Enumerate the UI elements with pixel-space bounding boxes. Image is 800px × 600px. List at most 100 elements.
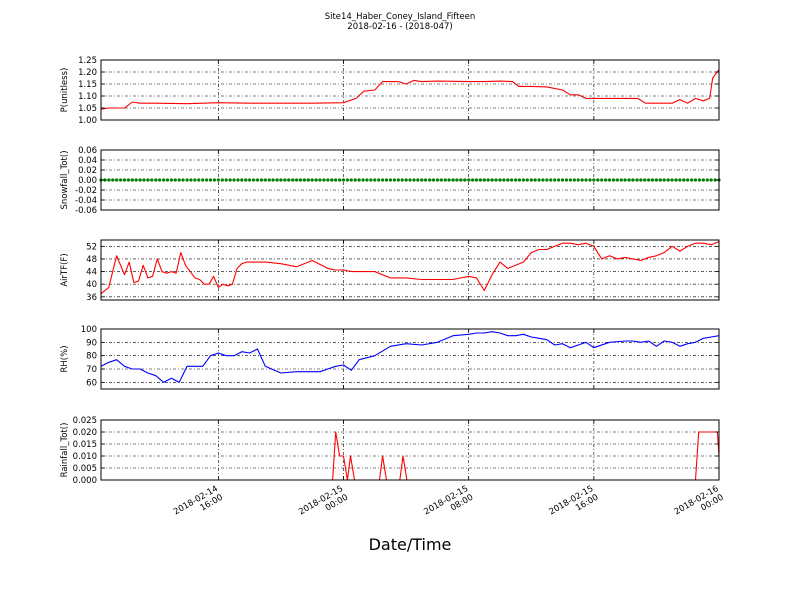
data-point (510, 178, 514, 182)
data-point (459, 178, 463, 182)
x-axis-label: Date/Time (369, 535, 452, 554)
data-point (165, 178, 170, 182)
data-point (396, 178, 400, 182)
data-point (322, 178, 326, 182)
y-tick-label: 0.04 (78, 156, 97, 166)
y-tick-label: 0.025 (73, 416, 97, 426)
data-point (341, 178, 346, 182)
data-point (318, 178, 322, 182)
y-axis-label: Rainfall_Tot() (60, 423, 70, 478)
panel-1: -0.06-0.04-0.020.000.020.040.06 Snowfall_… (60, 146, 721, 216)
plot-frame (100, 419, 720, 481)
data-point (142, 178, 146, 182)
data-point (420, 178, 424, 182)
data-point (604, 178, 608, 182)
y-tick-label: 44 (86, 268, 97, 278)
data-point (697, 178, 702, 182)
y-tick-label: 80 (86, 352, 97, 362)
data-point (388, 178, 392, 182)
data-point (478, 178, 482, 182)
data-point (682, 178, 686, 182)
data-point (400, 178, 404, 182)
data-point (541, 178, 545, 182)
data-point (306, 178, 310, 182)
data-point (150, 178, 154, 182)
data-point (693, 178, 698, 182)
y-axis-label: P(unitless) (60, 68, 70, 113)
data-point (177, 178, 181, 182)
y-tick-label: 1.00 (78, 116, 97, 126)
y-ticks: 60 70 80 90 100 (81, 325, 719, 388)
data-point (365, 178, 369, 182)
data-point (271, 178, 275, 182)
x-tick-label: 2018-02-1500:00 (297, 484, 350, 526)
data-point (580, 178, 584, 182)
data-point (267, 178, 271, 182)
data-point (619, 178, 623, 182)
data-point (310, 178, 314, 182)
data-point (115, 178, 119, 182)
data-point (162, 178, 166, 182)
data-point (119, 178, 123, 182)
data-point (146, 178, 150, 182)
data-point (568, 178, 573, 182)
data-point (154, 178, 158, 182)
data-point (228, 178, 232, 182)
data-point (357, 178, 361, 182)
data-point (662, 178, 666, 182)
series-line (101, 431, 720, 481)
data-point (588, 178, 592, 182)
panel-0: 1.00 1.05 1.10 1.15 1.20 1.25 P(unitless) (60, 56, 720, 126)
data-point (627, 178, 631, 182)
y-ticks: 36 40 44 48 52 (86, 242, 719, 303)
series-line (100, 69, 720, 110)
data-point (130, 178, 134, 182)
data-point (240, 178, 244, 182)
data-point (287, 178, 291, 182)
data-point (381, 178, 385, 182)
data-point (584, 178, 588, 182)
data-point (607, 178, 612, 182)
data-point (443, 178, 447, 182)
data-point (220, 178, 224, 182)
y-tick-label: 0.06 (78, 146, 97, 156)
series-line (100, 331, 720, 383)
y-tick-label: 40 (86, 280, 97, 290)
data-point (678, 178, 682, 182)
data-point (259, 178, 263, 182)
data-point (408, 178, 412, 182)
data-point (600, 178, 604, 182)
data-point (185, 178, 189, 182)
data-point (134, 178, 138, 182)
data-point (424, 178, 428, 182)
y-tick-label: 0.000 (73, 476, 97, 486)
data-point (126, 178, 130, 182)
data-point (709, 178, 713, 182)
data-point (650, 178, 655, 182)
y-tick-label: 0.02 (78, 166, 97, 176)
data-point (384, 178, 389, 182)
y-tick-label: 0.010 (73, 452, 97, 462)
data-point (674, 178, 678, 182)
data-point (111, 178, 115, 182)
data-point (107, 178, 111, 182)
data-point (353, 178, 357, 182)
data-point (334, 178, 338, 182)
data-point (224, 178, 228, 182)
y-ticks: 0.000 0.005 0.010 0.015 0.020 0.025 (73, 416, 719, 486)
series-group (100, 241, 720, 295)
y-tick-label: 1.25 (78, 56, 97, 66)
y-tick-label: -0.06 (75, 206, 97, 216)
data-point (467, 178, 471, 182)
data-point (431, 178, 436, 182)
data-point (275, 178, 279, 182)
data-point (549, 178, 553, 182)
data-point (506, 178, 510, 182)
data-point (298, 178, 303, 182)
data-point (205, 178, 209, 182)
y-tick-label: 70 (86, 365, 97, 375)
grid (101, 240, 719, 300)
y-tick-label: 100 (81, 325, 97, 335)
data-point (361, 178, 365, 182)
data-point (255, 178, 260, 182)
